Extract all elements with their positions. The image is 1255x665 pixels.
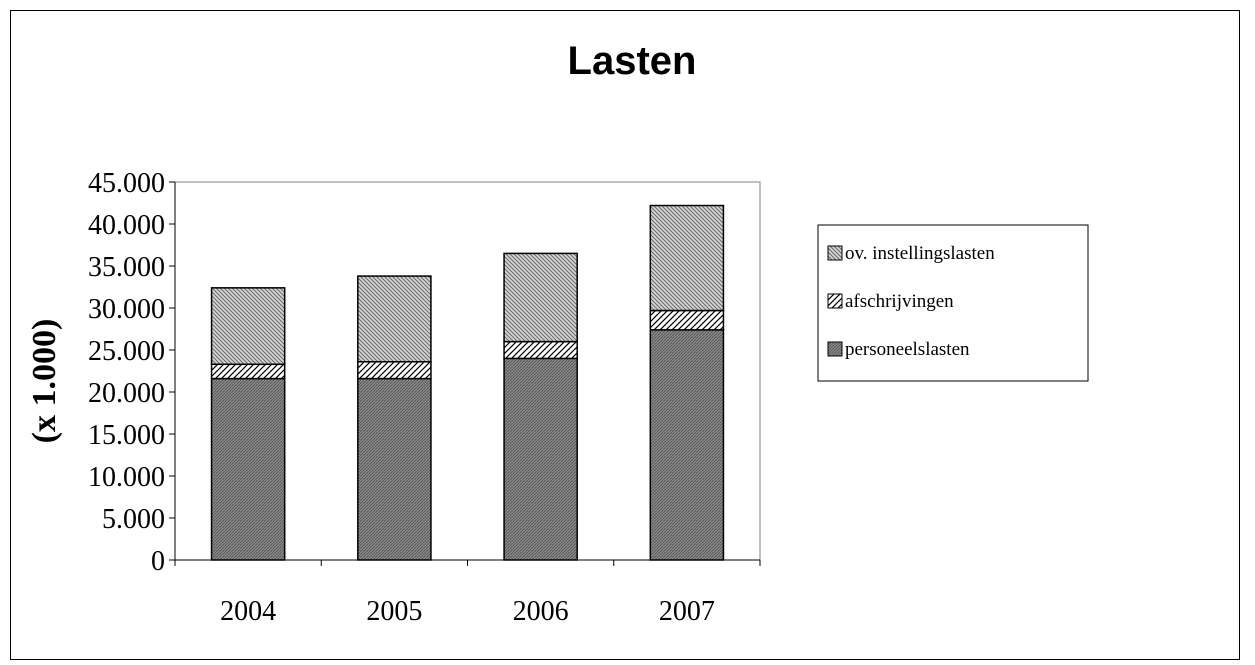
legend: ov. instellingslasten afschrijvingen perso… xyxy=(817,224,1089,382)
y-axis-label: (x 1.000) xyxy=(26,319,63,444)
bar-personeelslasten-2006 xyxy=(503,357,578,561)
bar-ov-instellingslasten-2007 xyxy=(649,204,725,312)
legend-box xyxy=(817,224,1089,382)
bar-ov-instellingslasten-2005 xyxy=(357,275,432,363)
legend-label-personeelslasten: personeelslasten xyxy=(845,339,970,360)
bar-personeelslasten-2007 xyxy=(649,329,725,561)
legend-swatch-personeelslasten xyxy=(827,341,843,357)
bar-ov-instellingslasten-2006 xyxy=(503,252,578,343)
bar-afschrijvingen-2005 xyxy=(357,361,432,380)
x-ticks-group: 2004 2005 2006 2007 xyxy=(174,560,761,627)
bar-personeelslasten-2005 xyxy=(357,377,432,561)
legend-label-ov-instellingslasten: ov. instellingslasten xyxy=(845,243,995,264)
x-tick-label: 2005 xyxy=(366,596,422,627)
y-tick-label: 10.000 xyxy=(88,462,165,493)
bar-ov-instellingslasten-2004 xyxy=(210,287,286,366)
y-tick-label: 20.000 xyxy=(88,378,165,409)
legend-label-afschrijvingen: afschrijvingen xyxy=(845,291,954,312)
y-tick-label: 35.000 xyxy=(88,252,165,283)
bars-group xyxy=(210,204,725,561)
y-tick-label: 25.000 xyxy=(88,336,165,367)
bar-afschrijvingen-2006 xyxy=(503,340,578,360)
x-tick-label: 2007 xyxy=(659,596,715,627)
chart-title: Lasten xyxy=(568,39,697,83)
legend-swatch-ov-instellingslasten xyxy=(827,245,843,261)
bar-afschrijvingen-2007 xyxy=(649,309,725,331)
y-tick-label: 0 xyxy=(151,546,165,577)
x-tick-label: 2006 xyxy=(513,596,569,627)
bar-personeelslasten-2004 xyxy=(210,377,286,561)
x-tick-label: 2004 xyxy=(220,596,276,627)
y-tick-label: 40.000 xyxy=(88,210,165,241)
legend-swatch-afschrijvingen xyxy=(827,293,843,309)
y-tick-label: 30.000 xyxy=(88,294,165,325)
y-ticks-group: 0 5.000 10.000 15.000 20.000 25.000 30.000 35.0… xyxy=(88,168,175,577)
bar-afschrijvingen-2004 xyxy=(210,363,286,380)
y-tick-label: 15.000 xyxy=(88,420,165,451)
y-tick-label: 5.000 xyxy=(102,504,165,535)
y-tick-label: 45.000 xyxy=(88,168,165,199)
